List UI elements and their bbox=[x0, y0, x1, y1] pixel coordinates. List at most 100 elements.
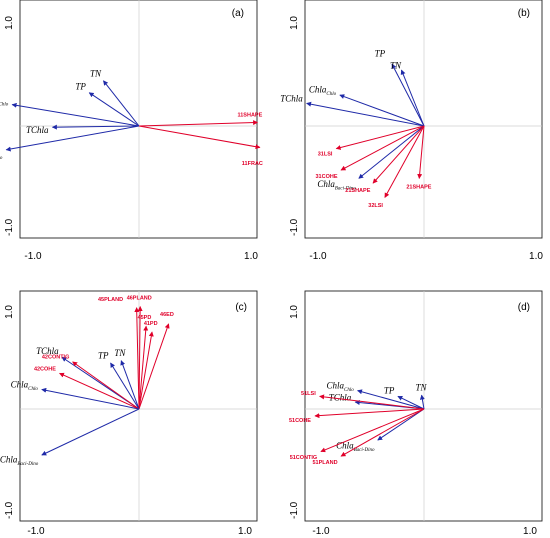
vector-arrow-21shape bbox=[417, 125, 425, 179]
vector-arrow-45pland bbox=[134, 307, 140, 410]
vector-arrow-51contig bbox=[320, 408, 425, 453]
panel-b-vectors: TPTNChlaChloTChla31LSI31COHEChlaBaci-Din… bbox=[280, 49, 432, 209]
panel-a-vectors: TN TP ChlaChlo TChla ChlaBaci-Dino 11SHAPE 11F… bbox=[0, 69, 263, 167]
vector-label-tp: TP bbox=[384, 386, 395, 396]
vector-label-tn: TN bbox=[390, 60, 402, 70]
vector-arrow-42cohe bbox=[59, 372, 140, 410]
panel-a-y-tick-bottom: -1.0 bbox=[4, 218, 15, 236]
panel-b-frame bbox=[304, 0, 543, 239]
panel-d-x-tick-right: 1.0 bbox=[523, 526, 537, 537]
vector-label-tn: TN bbox=[415, 382, 427, 392]
vector-arrow-42contig bbox=[72, 361, 140, 410]
panel-c-x-tick-right: 1.0 bbox=[238, 526, 252, 537]
vector-arrow-tn bbox=[400, 69, 425, 127]
vector-arrow-chla-baci-dino bbox=[358, 125, 425, 179]
panel-d-frame bbox=[304, 290, 543, 522]
vector-arrow-chla-chlo bbox=[41, 387, 140, 410]
panel-c-y-tick-bottom: -1.0 bbox=[4, 501, 15, 519]
vector-arrow-31lsi bbox=[335, 125, 425, 150]
vector-label-tchla: TChla bbox=[329, 393, 352, 403]
vector-arrow-46pland bbox=[137, 306, 143, 410]
vector-label-tp: TP bbox=[98, 351, 109, 361]
panel-a-y-tick-top: 1.0 bbox=[4, 16, 15, 30]
vector-label-31cohe: 31COHE bbox=[316, 174, 338, 180]
panel-b-label: (b) bbox=[518, 8, 530, 19]
panel-d-x-tick-left: -1.0 bbox=[312, 526, 330, 537]
vector-arrow-11shape bbox=[138, 120, 259, 127]
vector-label-tchla: TChla bbox=[280, 94, 303, 104]
vector-label-21shape: 21SHAPE bbox=[406, 184, 431, 190]
vector-label-41pd: 41PD bbox=[144, 321, 158, 327]
vector-arrow-tp bbox=[391, 63, 425, 127]
vector-arrow-51pland bbox=[340, 408, 425, 457]
panel-a-frame bbox=[19, 0, 258, 239]
vector-label-tchla: TChla bbox=[26, 125, 49, 135]
panel-b-y-tick-top: 1.0 bbox=[289, 16, 300, 30]
vector-label-51pland: 51PLAND bbox=[313, 460, 338, 466]
vector-label-42contig: 42CONTIG bbox=[42, 355, 70, 361]
panel-b: (b) 1.0 -1.0 -1.0 1.0 TP TN ChlaChlo TChla 3… bbox=[280, 0, 543, 262]
panel-a-x-tick-left: -1.0 bbox=[24, 251, 42, 262]
vector-arrow-45pd bbox=[138, 325, 149, 410]
vector-label-tchla: TChla bbox=[36, 346, 59, 356]
vector-label-chla-baci-dino: ChlaBaci-Dino bbox=[336, 440, 375, 453]
vector-arrow-tn bbox=[419, 394, 425, 410]
vector-label-chla-chlo: ChlaChlo bbox=[309, 85, 337, 98]
panel-c-y-tick-top: 1.0 bbox=[4, 305, 15, 319]
panel-b-y-tick-bottom: -1.0 bbox=[289, 218, 300, 236]
panel-d-y-tick-top: 1.0 bbox=[289, 305, 300, 319]
vector-label-tn: TN bbox=[90, 69, 102, 79]
vector-label-42cohe: 42COHE bbox=[34, 367, 56, 373]
panel-c-label: (c) bbox=[235, 302, 247, 313]
vector-label-tn: TN bbox=[114, 348, 126, 358]
panel-a: (a) 1.0 -1.0 -1.0 1.0 TN TP ChlaChlo TChla C… bbox=[0, 0, 263, 262]
vector-label-46ed: 46ED bbox=[160, 312, 174, 318]
vector-label-11frac: 11FRAC bbox=[242, 161, 263, 167]
vector-arrow-chla-chlo bbox=[11, 102, 140, 127]
vector-label-45pland: 45PLAND bbox=[98, 297, 123, 303]
vector-label-45pd: 45PD bbox=[138, 315, 152, 321]
vector-arrow-46ed bbox=[138, 323, 170, 410]
vector-arrow-11frac bbox=[138, 125, 261, 150]
vector-label-chla-chlo: ChlaChlo bbox=[327, 381, 355, 394]
vector-arrow-32lsi bbox=[384, 125, 425, 198]
vector-label-chla-baci-dino: ChlaBaci-Dino bbox=[0, 149, 3, 162]
vector-arrow-51lsi bbox=[319, 394, 425, 410]
vector-arrow-chla-baci-dino bbox=[5, 125, 140, 152]
panel-a-label: (a) bbox=[232, 8, 244, 19]
panel-a-x-tick-right: 1.0 bbox=[244, 251, 258, 262]
vector-arrow-tchla bbox=[51, 124, 140, 130]
vector-arrow-tn bbox=[103, 80, 140, 127]
vector-arrow-chla-chlo bbox=[357, 389, 425, 410]
vector-label-32lsi: 32LSI bbox=[368, 203, 383, 209]
panel-b-x-tick-right: 1.0 bbox=[529, 251, 543, 262]
panel-c: (c) 1.0 -1.0 -1.0 1.0 45PLAND 46PLAND 45PD… bbox=[0, 290, 258, 537]
vector-label-chla-baci-dino: ChlaBaci-Dino bbox=[0, 455, 39, 468]
vector-arrow-chla-baci-dino bbox=[41, 408, 140, 456]
vector-label-31lsi: 31LSI bbox=[318, 152, 333, 158]
vector-label-chla-chlo: ChlaChlo bbox=[11, 380, 39, 393]
vector-arrow-chla-baci-dino bbox=[377, 408, 425, 441]
vector-arrow-31cohe bbox=[340, 125, 425, 171]
panel-c-frame bbox=[19, 290, 258, 522]
vector-label-tp: TP bbox=[375, 49, 386, 59]
panel-b-x-tick-left: -1.0 bbox=[309, 251, 327, 262]
panel-d-label: (d) bbox=[518, 302, 530, 313]
vector-label-11shape: 11SHAPE bbox=[237, 112, 262, 118]
panel-c-x-tick-left: -1.0 bbox=[27, 526, 45, 537]
vector-arrow-tp bbox=[397, 395, 425, 410]
vector-arrow-tn bbox=[120, 360, 140, 410]
vector-arrow-41pd bbox=[138, 331, 154, 410]
vector-label-46pland: 46PLAND bbox=[127, 296, 152, 302]
vector-label-21shape: 21SHAPE bbox=[345, 188, 370, 194]
vector-label-51contig: 51CONTIG bbox=[290, 455, 318, 461]
vector-label-tp: TP bbox=[75, 81, 86, 91]
vector-arrow-tp bbox=[110, 362, 140, 410]
vector-arrow-tp bbox=[88, 92, 140, 127]
vector-arrow-51cohe bbox=[314, 408, 425, 419]
vector-label-51cohe: 51COHE bbox=[289, 418, 311, 424]
